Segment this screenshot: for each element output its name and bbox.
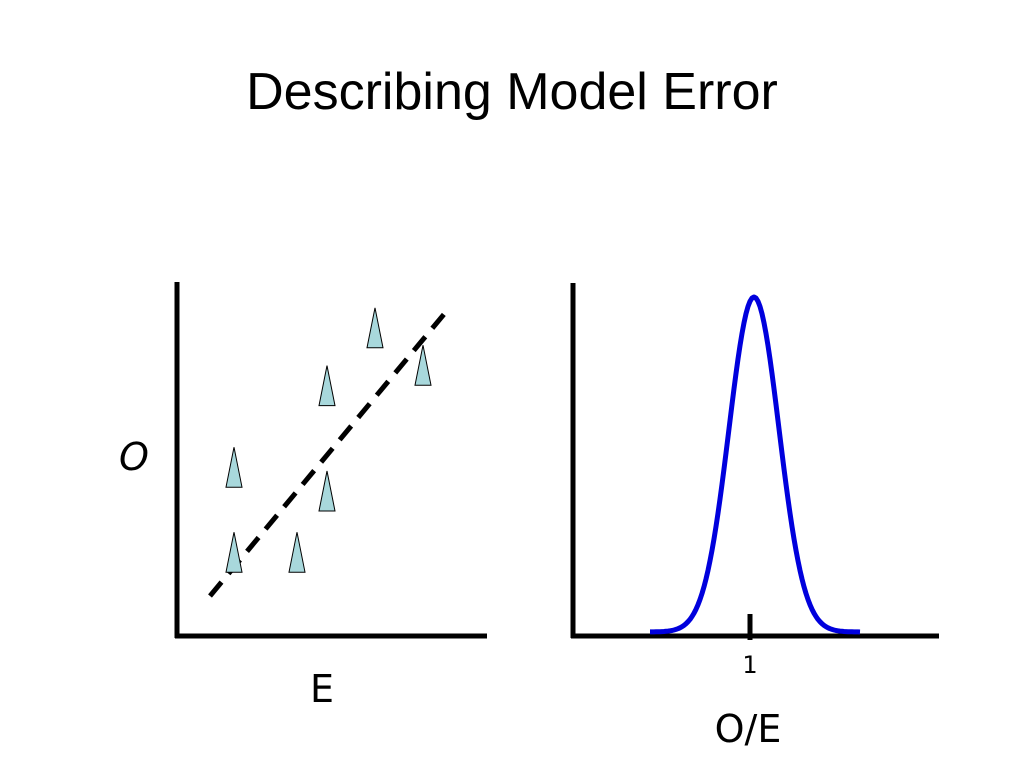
x-axis-label-e: E [310,667,334,711]
scatter-point-triangle-1 [225,532,243,573]
scatter-point-triangle-3 [288,532,306,573]
scatter-point-triangle-4 [318,470,336,512]
distribution-panel: 1 O/E [570,283,939,751]
scatter-points [225,307,432,573]
error-distribution-curve [649,294,861,635]
scatter-point-triangle-2 [225,447,243,488]
scatter-point-triangle-5 [318,365,336,407]
x-axis-label-o-over-e: O/E [715,707,782,751]
tick-label-one: 1 [742,651,757,679]
reference-dashed-line [208,305,452,598]
scatter-panel: O E [119,282,487,711]
y-axis-label-o: O [119,435,149,479]
scatter-point-triangle-7 [414,345,432,386]
slide-title: Describing Model Error [246,63,778,121]
scatter-point-triangle-6 [366,307,384,349]
